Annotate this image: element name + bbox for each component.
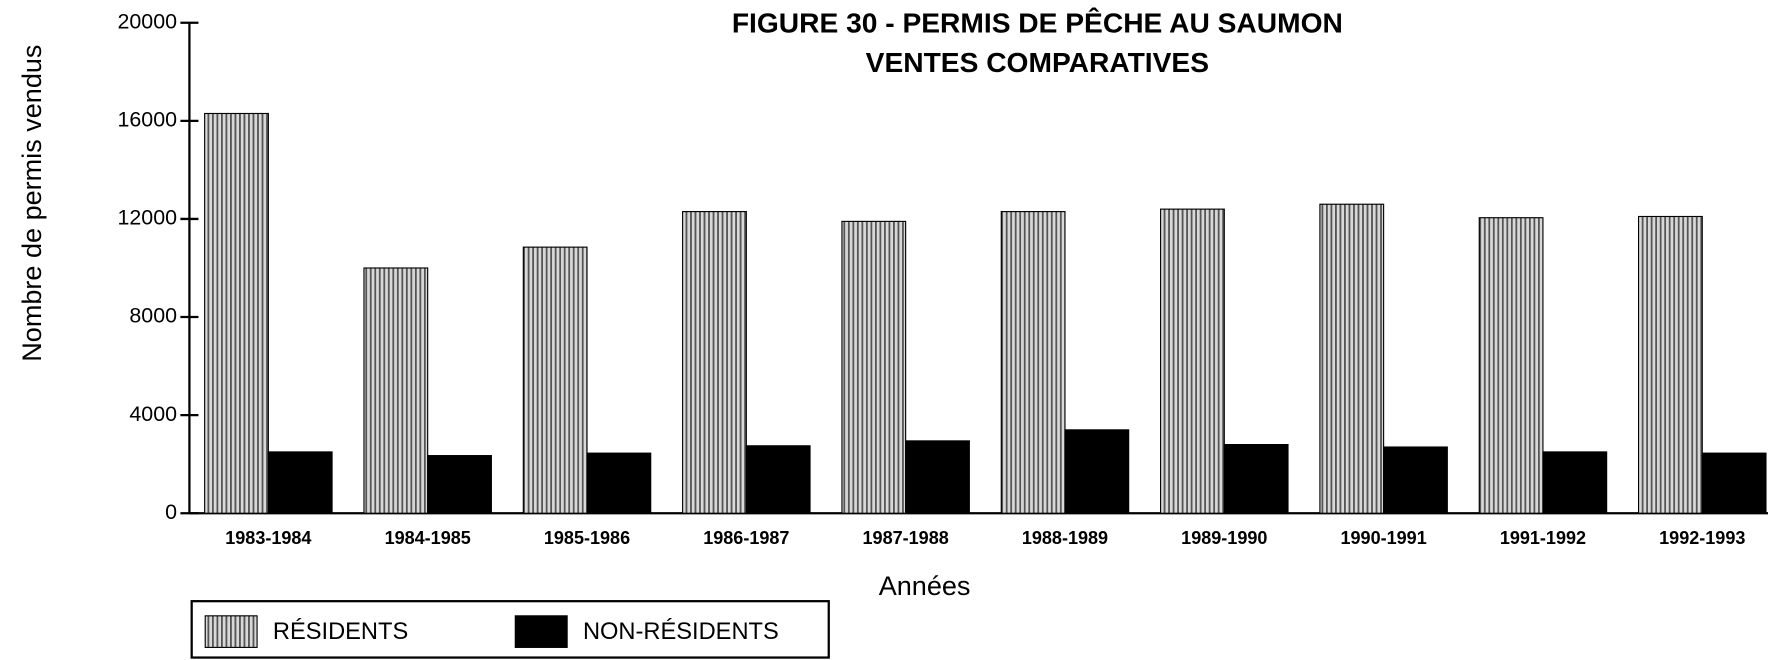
x-tick-label: 1987-1988 — [863, 528, 949, 548]
legend-swatch — [514, 615, 568, 648]
legend-label: NON-RÉSIDENTS — [583, 618, 779, 645]
bar — [1223, 443, 1289, 514]
bar — [1383, 446, 1448, 514]
bar — [1000, 211, 1066, 514]
x-tick-label: 1986-1987 — [703, 528, 789, 548]
y-tick-label: 4000 — [129, 402, 177, 426]
legend-box — [190, 600, 830, 659]
x-axis-label: Années — [879, 571, 971, 601]
bar — [586, 452, 652, 514]
x-tick-label: 1989-1990 — [1181, 528, 1267, 548]
bar — [682, 211, 747, 514]
bar — [1160, 208, 1225, 514]
chart-title: FIGURE 30 - PERMIS DE PÊCHE AU SAUMON — [732, 6, 1343, 38]
bar — [427, 455, 492, 514]
bar — [1319, 203, 1385, 514]
bar — [905, 440, 970, 514]
bar — [841, 220, 907, 514]
chart-subtitle: VENTES COMPARATIVES — [866, 46, 1209, 78]
x-tick-label: 1984-1985 — [385, 528, 471, 548]
x-tick-label: 1991-1992 — [1500, 528, 1586, 548]
y-tick-label: 0 — [165, 500, 177, 524]
bar — [1478, 217, 1544, 514]
y-tick-label: 12000 — [117, 206, 177, 230]
y-tick-label: 8000 — [129, 304, 177, 328]
bar — [1701, 452, 1767, 514]
bar — [204, 112, 269, 514]
bar — [522, 246, 588, 514]
bar — [1542, 451, 1608, 514]
bar — [267, 451, 333, 514]
x-tick-label: 1983-1984 — [225, 528, 311, 548]
x-tick-label: 1985-1986 — [544, 528, 630, 548]
y-tick-label: 20000 — [117, 9, 177, 33]
bar — [1064, 429, 1130, 514]
legend-label: RÉSIDENTS — [273, 618, 408, 645]
x-tick-label: 1988-1989 — [1022, 528, 1108, 548]
x-tick-label: 1990-1991 — [1341, 528, 1427, 548]
bar — [363, 267, 429, 514]
legend-swatch — [204, 615, 258, 648]
y-tick-label: 16000 — [117, 107, 177, 131]
x-tick-label: 1992-1993 — [1659, 528, 1745, 548]
bar — [745, 445, 811, 514]
y-axis-label: Nombre de permis vendus — [17, 45, 47, 362]
bar — [1637, 215, 1703, 514]
